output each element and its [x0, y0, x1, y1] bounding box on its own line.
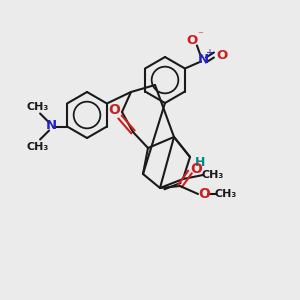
Text: H: H: [195, 157, 205, 169]
Text: O: O: [186, 34, 197, 47]
Text: N: N: [197, 53, 208, 66]
Text: CH₃: CH₃: [202, 170, 224, 180]
Text: N: N: [46, 119, 57, 132]
Text: O: O: [190, 162, 202, 176]
Text: CH₃: CH₃: [27, 142, 49, 152]
Text: +: +: [205, 49, 213, 58]
Text: CH₃: CH₃: [27, 101, 49, 112]
Text: O: O: [216, 49, 227, 62]
Text: ⁻: ⁻: [197, 31, 203, 40]
Text: O: O: [198, 187, 210, 201]
Text: CH₃: CH₃: [215, 189, 237, 199]
Text: O: O: [108, 103, 120, 117]
